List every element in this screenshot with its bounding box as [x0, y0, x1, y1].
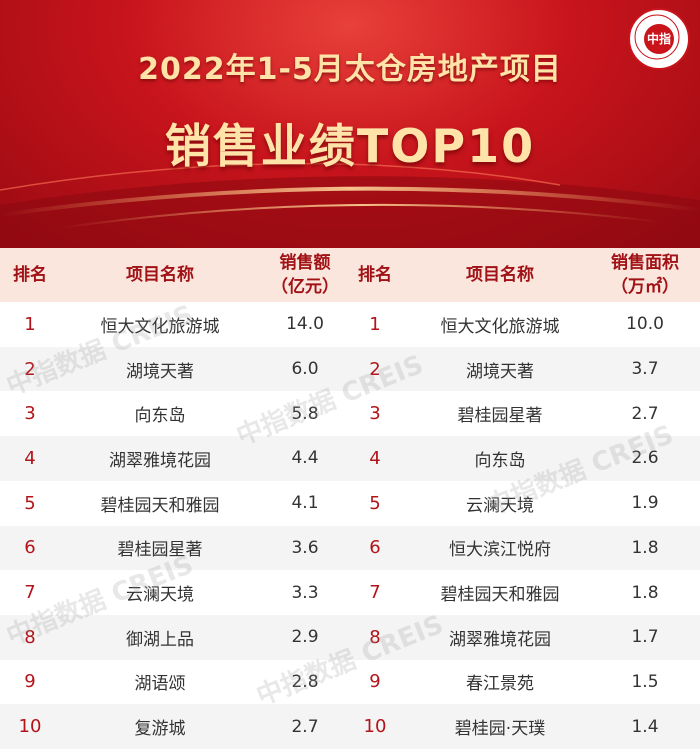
project-name-left: 碧桂园天和雅园 — [100, 495, 220, 516]
logo-mark: 中指 — [644, 24, 674, 54]
table-row: 9 湖语颂 2.8 9 春江景苑 1.5 — [0, 660, 700, 705]
rank-left: 4 — [24, 447, 36, 469]
rank-left: 9 — [24, 671, 36, 693]
sales-amount-value: 4.1 — [291, 493, 319, 514]
project-name-right: 湖境天著 — [466, 361, 534, 382]
rank-left: 5 — [24, 492, 36, 514]
header-sales-amount-label: 销售额 — [279, 253, 331, 273]
header-name-right: 项目名称 — [466, 265, 534, 285]
rank-left: 7 — [24, 582, 36, 604]
sales-amount-value: 2.8 — [291, 671, 319, 692]
rank-right: 4 — [369, 447, 381, 469]
table-row: 6 碧桂园星著 3.6 6 恒大滨江悦府 1.8 — [0, 525, 700, 571]
rank-right: 3 — [369, 403, 381, 425]
project-name-left: 恒大文化旅游城 — [100, 316, 220, 337]
sales-amount-value: 4.4 — [291, 448, 319, 469]
project-name-right: 云澜天境 — [466, 495, 534, 516]
project-name-left: 湖翠雅境花园 — [109, 450, 211, 471]
table-row: 8 御湖上品 2.9 8 湖翠雅境花园 1.7 — [0, 614, 700, 660]
header-rank-left: 排名 — [13, 265, 47, 285]
project-name-left: 御湖上品 — [126, 629, 194, 650]
sales-area-value: 2.7 — [631, 403, 659, 424]
table-row: 3 向东岛 5.8 3 碧桂园星著 2.7 — [0, 391, 700, 436]
sales-amount-value: 3.3 — [291, 582, 319, 603]
header-banner: 2022年1-5月太仓房地产项目 销售业绩TOP10 中指 — [0, 0, 700, 248]
project-name-right: 湖翠雅境花园 — [449, 629, 551, 650]
sales-area-value: 1.8 — [631, 537, 659, 558]
sales-amount-value: 3.6 — [291, 537, 319, 558]
header-name-left: 项目名称 — [126, 265, 194, 285]
rank-left: 3 — [24, 403, 36, 425]
sales-area-value: 3.7 — [631, 359, 659, 380]
sales-area-value: 1.7 — [631, 627, 659, 648]
sales-amount-value: 5.8 — [291, 403, 319, 424]
sales-amount-value: 6.0 — [291, 359, 319, 380]
page-title-line1: 2022年1-5月太仓房地产项目 — [138, 52, 562, 87]
logo-ring-icon — [634, 14, 680, 60]
project-name-left: 碧桂园星著 — [117, 540, 203, 561]
project-name-right: 恒大文化旅游城 — [440, 316, 560, 337]
table-header: 排名 项目名称 销售额 （亿元） 排名 项目名称 销售面积 （万㎡） — [0, 248, 700, 302]
header-sales-area-unit: （万㎡） — [611, 277, 679, 297]
rank-left: 6 — [24, 537, 36, 559]
brand-logo: 中指 — [628, 8, 690, 70]
project-name-left: 湖语颂 — [134, 674, 186, 695]
project-name-right: 碧桂园·天璞 — [454, 719, 546, 740]
ranking-table: 排名 项目名称 销售额 （亿元） 排名 项目名称 销售面积 （万㎡） 1 恒大文化… — [0, 248, 700, 749]
sales-area-value: 1.5 — [631, 671, 659, 692]
rank-right: 7 — [369, 582, 381, 604]
sales-area-value: 1.4 — [631, 716, 659, 737]
rank-right: 5 — [369, 492, 381, 514]
table-row: 5 碧桂园天和雅园 4.1 5 云澜天境 1.9 — [0, 481, 700, 526]
project-name-right: 恒大滨江悦府 — [449, 540, 551, 561]
sales-area-value: 2.6 — [631, 448, 659, 469]
page-title-line2: 销售业绩TOP10 — [164, 119, 536, 173]
rank-right: 8 — [369, 626, 381, 648]
rank-right: 2 — [369, 358, 381, 380]
project-name-left: 云澜天境 — [126, 585, 194, 606]
project-name-right: 春江景苑 — [466, 674, 534, 695]
project-name-left: 复游城 — [134, 719, 186, 740]
header-rank-right: 排名 — [358, 265, 392, 285]
table-row: 7 云澜天境 3.3 7 碧桂园天和雅园 1.8 — [0, 570, 700, 615]
table-row: 2 湖境天著 6.0 2 湖境天著 3.7 — [0, 346, 700, 392]
project-name-left: 向东岛 — [134, 406, 186, 427]
sales-amount-value: 14.0 — [286, 314, 324, 335]
header-sales-area-label: 销售面积 — [611, 253, 679, 273]
project-name-left: 湖境天著 — [126, 361, 194, 382]
sales-amount-value: 2.9 — [291, 627, 319, 648]
project-name-right: 碧桂园天和雅园 — [440, 585, 560, 606]
header-sales-amount: 销售额 （亿元） — [260, 248, 350, 302]
sales-amount-value: 2.7 — [291, 716, 319, 737]
table-row: 1 恒大文化旅游城 14.0 1 恒大文化旅游城 10.0 — [0, 302, 700, 347]
rank-right: 1 — [369, 313, 381, 335]
banner-decoration — [0, 162, 700, 248]
rank-left: 10 — [18, 716, 42, 738]
rank-left: 8 — [24, 626, 36, 648]
header-sales-amount-unit: （亿元） — [271, 277, 339, 297]
table-row: 4 湖翠雅境花园 4.4 4 向东岛 2.6 — [0, 436, 700, 481]
table-row: 10 复游城 2.7 10 碧桂园·天璞 1.4 — [0, 704, 700, 749]
rank-left: 2 — [24, 358, 36, 380]
rank-right: 6 — [369, 537, 381, 559]
sales-area-value: 1.8 — [631, 582, 659, 603]
project-name-right: 向东岛 — [474, 450, 526, 471]
sales-area-value: 1.9 — [631, 493, 659, 514]
rank-right: 9 — [369, 671, 381, 693]
project-name-right: 碧桂园星著 — [457, 406, 543, 427]
rank-right: 10 — [363, 716, 387, 738]
header-sales-area: 销售面积 （万㎡） — [600, 248, 690, 302]
rank-left: 1 — [24, 313, 36, 335]
sales-area-value: 10.0 — [626, 314, 664, 335]
